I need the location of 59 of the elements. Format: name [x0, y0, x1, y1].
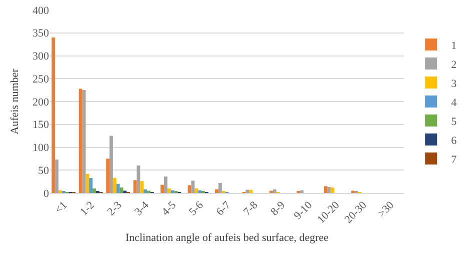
bar: [170, 190, 174, 193]
x-tick-label: 4-5: [160, 198, 179, 218]
legend-label: 5: [451, 116, 458, 128]
y-axis-title: Aufeis number: [9, 68, 21, 134]
legend-label: 4: [451, 96, 458, 109]
bar: [160, 184, 164, 193]
legend-label: 6: [451, 134, 458, 147]
x-tick-label: 8-9: [268, 198, 288, 218]
bar: [246, 190, 250, 193]
legend-label: 1: [451, 40, 457, 52]
y-tick-label: 350: [32, 28, 50, 40]
bar: [58, 190, 62, 193]
bar: [167, 188, 171, 193]
y-tick-label: 300: [32, 50, 50, 63]
bar: [55, 160, 58, 193]
bar: [86, 174, 90, 193]
bar: [327, 187, 331, 193]
x-tick-label: >30: [376, 198, 397, 220]
bar: [112, 178, 116, 193]
bar: [92, 188, 96, 193]
bar: [140, 181, 144, 193]
y-tick-label: 0: [44, 188, 50, 200]
bar: [272, 189, 276, 193]
bar: [300, 190, 304, 193]
y-tick-label: 100: [32, 142, 50, 154]
bar: [188, 185, 192, 193]
y-tick-label: 250: [32, 73, 50, 86]
bar: [164, 176, 168, 193]
x-axis-title: Inclination angle of aufeis bed surface, degree: [125, 232, 329, 244]
legend-label: 7: [451, 154, 458, 166]
bar: [198, 190, 202, 193]
bar: [144, 189, 148, 193]
x-tick-label: 2-3: [105, 198, 124, 218]
y-tick-label: 150: [32, 119, 50, 132]
bar: [249, 190, 253, 193]
legend-label: 3: [451, 78, 458, 90]
bar: [133, 180, 137, 193]
y-tick-label: 50: [38, 164, 50, 177]
bar: [324, 186, 328, 193]
bar: [78, 88, 82, 193]
bar: [106, 158, 110, 193]
bar: [116, 184, 120, 193]
x-tick-label: 6-7: [214, 198, 234, 218]
x-tick-label: 1-2: [78, 199, 97, 218]
x-tick-label: 5-6: [186, 198, 206, 218]
bar: [194, 188, 198, 193]
bar: [52, 37, 56, 193]
x-tick-label: <1: [52, 199, 70, 216]
bar: [89, 178, 93, 193]
x-tick-label: 7-8: [241, 198, 261, 218]
bar: [191, 180, 195, 193]
x-tick-label: 3-4: [132, 198, 152, 218]
bar: [215, 189, 218, 193]
x-tick-label: 9-10: [292, 198, 316, 222]
y-tick-label: 400: [32, 4, 50, 17]
bar: [218, 182, 222, 193]
y-tick-label: 200: [32, 96, 50, 108]
bar: [110, 136, 113, 193]
legend-label: 2: [451, 58, 457, 71]
